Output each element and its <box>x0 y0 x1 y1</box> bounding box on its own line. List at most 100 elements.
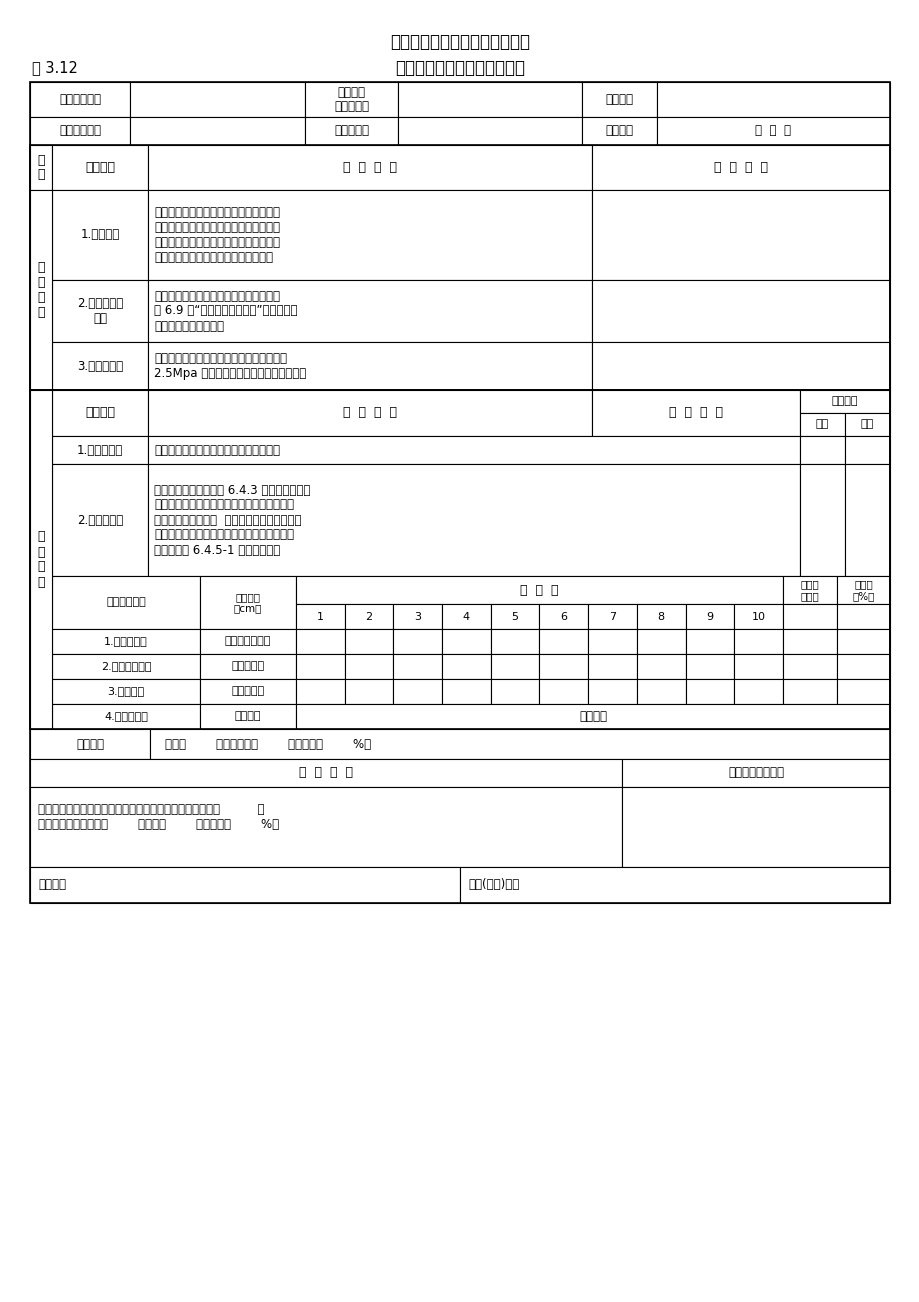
Text: 2.结构断面尺寸: 2.结构断面尺寸 <box>101 661 151 672</box>
Bar <box>30 729 150 759</box>
Text: 2.建筑材料及
强度: 2.建筑材料及 强度 <box>77 297 123 326</box>
Bar <box>587 680 636 704</box>
Bar <box>782 575 836 604</box>
Text: 堤防工程所使用的各种建筑材料符合本规
程 6.9 节“原材料及中间产品”相关要求，
强度应满足设计要求。: 堤防工程所使用的各种建筑材料符合本规 程 6.9 节“原材料及中间产品”相关要求… <box>153 289 297 332</box>
Text: 大于设计值: 大于设计值 <box>232 661 265 672</box>
Bar <box>591 391 800 436</box>
Text: 允许偏差项目: 允许偏差项目 <box>106 598 146 608</box>
Bar <box>52 436 148 464</box>
Bar <box>539 629 587 654</box>
Bar <box>148 280 591 342</box>
Bar <box>30 391 889 729</box>
Bar <box>685 604 733 629</box>
Text: 实  测  值: 实 测 值 <box>519 583 558 596</box>
Bar <box>30 786 621 867</box>
Bar <box>636 654 685 680</box>
Text: 4.表面平整度: 4.表面平整度 <box>104 711 148 721</box>
Text: 单元工程质量等级: 单元工程质量等级 <box>727 767 783 780</box>
Bar <box>30 82 889 904</box>
Text: 1: 1 <box>316 612 323 621</box>
Text: 质  量  标  准: 质 量 标 准 <box>343 406 397 419</box>
Bar <box>836 604 889 629</box>
Bar <box>782 629 836 654</box>
Bar <box>30 867 459 904</box>
Text: 四川省小（微）型农田水利工程: 四川省小（微）型农田水利工程 <box>390 33 529 51</box>
Bar <box>733 604 782 629</box>
Bar <box>199 575 296 629</box>
Text: 7: 7 <box>608 612 616 621</box>
Text: 单元工程量: 单元工程量 <box>334 125 369 138</box>
Text: 一
般
项
目: 一 般 项 目 <box>37 530 45 589</box>
Bar <box>52 280 148 342</box>
Bar <box>800 413 844 436</box>
Bar <box>800 391 889 413</box>
Bar <box>296 654 345 680</box>
Bar <box>656 82 889 117</box>
Text: 合格数
（点）: 合格数 （点） <box>800 579 819 600</box>
Text: 2: 2 <box>365 612 372 621</box>
Text: 8: 8 <box>657 612 664 621</box>
Bar <box>591 342 889 391</box>
Text: 9: 9 <box>706 612 713 621</box>
Bar <box>591 280 889 342</box>
Text: 质量等级: 质量等级 <box>831 397 857 406</box>
Bar <box>52 629 199 654</box>
Text: 建设(监理)单位: 建设(监理)单位 <box>468 879 518 892</box>
Bar <box>442 604 490 629</box>
Bar <box>148 145 591 190</box>
Bar <box>800 436 844 464</box>
Text: 5: 5 <box>511 612 518 621</box>
Bar <box>345 604 393 629</box>
Text: 1.混凝土堤身: 1.混凝土堤身 <box>77 444 123 457</box>
Bar <box>199 629 296 654</box>
Bar <box>685 680 733 704</box>
Bar <box>800 464 844 575</box>
Text: 观察检查: 观察检查 <box>578 710 607 723</box>
Text: 检  查  记  录: 检 查 记 录 <box>668 406 722 419</box>
Bar <box>30 759 621 786</box>
Text: 小型堤防单元工程质量评定表: 小型堤防单元工程质量评定表 <box>394 59 525 77</box>
Bar <box>836 575 889 604</box>
Bar <box>148 391 591 436</box>
Text: 4: 4 <box>462 612 470 621</box>
Bar <box>345 654 393 680</box>
Bar <box>148 436 800 464</box>
Text: 单元工程
名称、部位: 单元工程 名称、部位 <box>334 86 369 113</box>
Bar <box>148 464 800 575</box>
Bar <box>398 82 582 117</box>
Bar <box>199 654 296 680</box>
Bar <box>844 436 889 464</box>
Bar <box>442 654 490 680</box>
Bar <box>305 117 398 145</box>
Bar <box>621 786 889 867</box>
Bar <box>52 190 148 280</box>
Bar <box>393 629 442 654</box>
Text: 3.垫层混凝土: 3.垫层混凝土 <box>77 359 123 372</box>
Text: 施工单位: 施工单位 <box>605 92 633 105</box>
Text: 混凝土堤身工程按本规程相关条款执行。: 混凝土堤身工程按本规程相关条款执行。 <box>153 444 279 457</box>
Bar <box>30 190 52 391</box>
Bar <box>296 704 889 729</box>
Bar <box>52 464 148 575</box>
Bar <box>30 391 52 729</box>
Bar <box>148 190 591 280</box>
Text: 质  量  标  准: 质 量 标 准 <box>343 161 397 174</box>
Bar <box>148 342 591 391</box>
Text: 检查项目: 检查项目 <box>85 406 115 419</box>
Bar <box>52 391 148 436</box>
Text: 主
控
项
目: 主 控 项 目 <box>37 260 45 319</box>
Bar <box>782 604 836 629</box>
Text: 大于设计值: 大于设计值 <box>232 686 265 697</box>
Bar <box>30 82 130 117</box>
Bar <box>52 575 199 629</box>
Text: 表 3.12: 表 3.12 <box>32 60 78 76</box>
Bar <box>30 117 130 145</box>
Bar <box>442 629 490 654</box>
Text: 评  定  意  见: 评 定 意 见 <box>299 767 353 780</box>
Text: 检验日期: 检验日期 <box>605 125 633 138</box>
Bar <box>393 654 442 680</box>
Bar <box>460 867 889 904</box>
Bar <box>591 190 889 280</box>
Bar <box>636 680 685 704</box>
Text: 主控项目全部符合质量标准，一般项目中检查项目质量达到          标
准：允许偏差项目实测        点，合格        点，合格率       : 主控项目全部符合质量标准，一般项目中检查项目质量达到 标 准：允许偏差项目实测 … <box>38 803 278 831</box>
